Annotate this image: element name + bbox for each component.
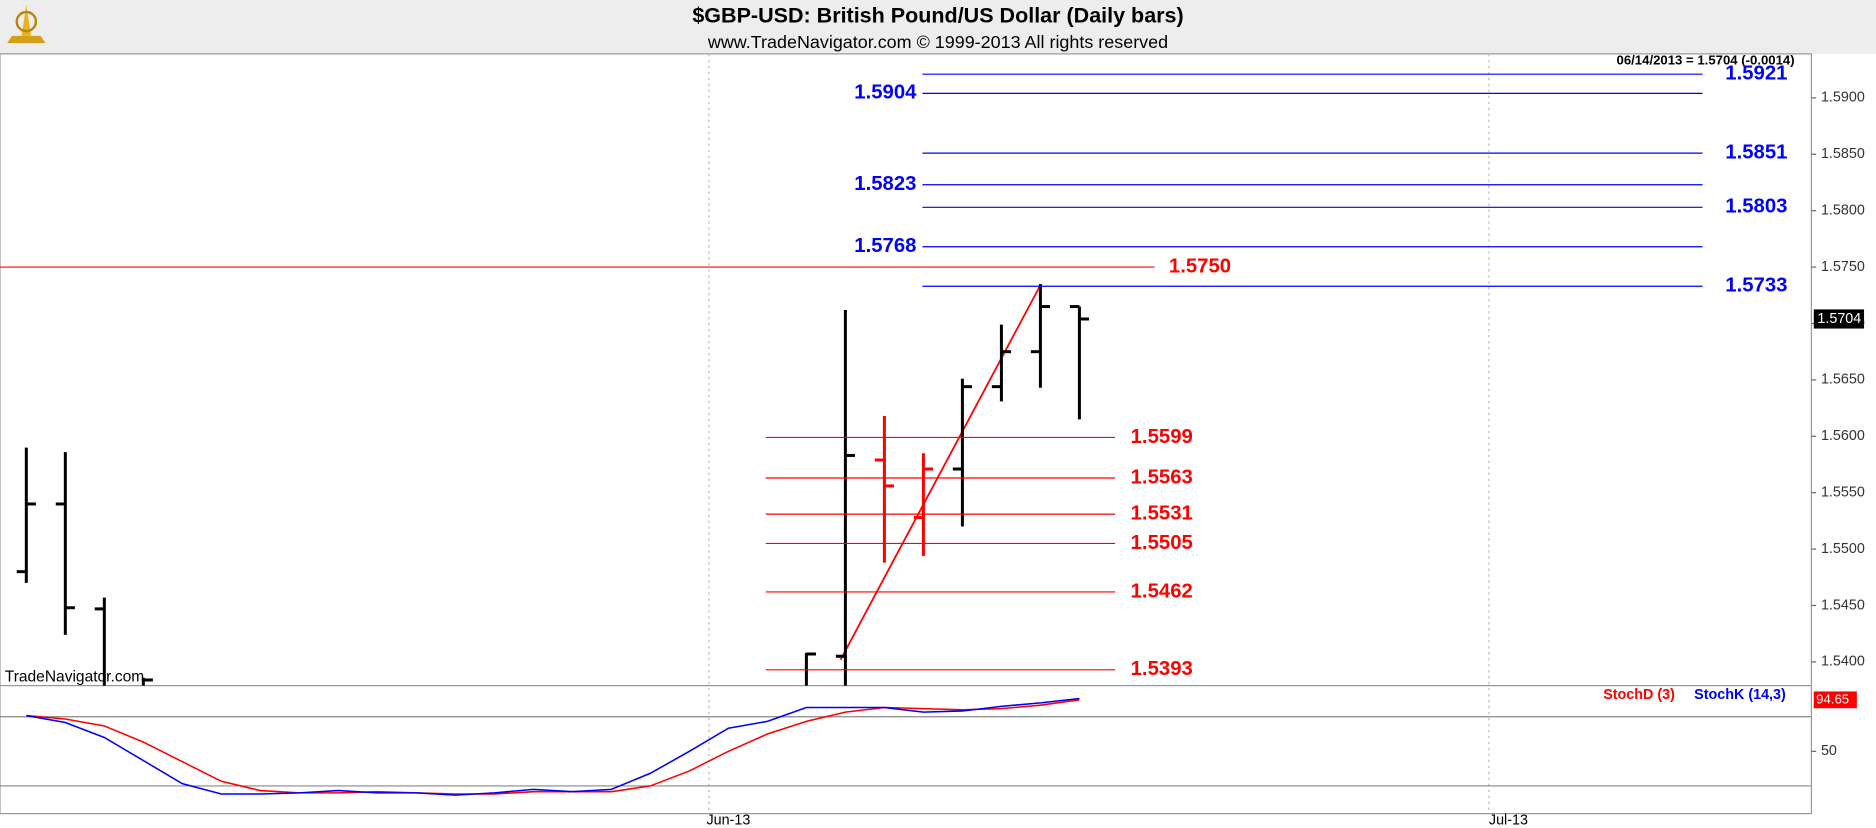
level-label: 1.5733 (1725, 275, 1787, 297)
last-price-label: 1.5704 (1817, 311, 1861, 327)
level-label: 1.5599 (1131, 426, 1193, 448)
chart-title: $GBP-USD: British Pound/US Dollar (Daily… (692, 3, 1183, 27)
level-label: 1.5823 (854, 173, 916, 195)
legend-entry: StochD (3) (1603, 687, 1675, 703)
price-pane (16, 283, 1089, 686)
y-tick-label: 50 (1821, 743, 1837, 759)
indicator-line (26, 699, 1080, 795)
last-value-box (1813, 691, 1857, 709)
y-tick-label: 1.5400 (1821, 654, 1865, 670)
y-tick-label: 1.5750 (1821, 259, 1865, 275)
level-label: 1.5904 (854, 82, 917, 104)
level-label: 1.5803 (1725, 196, 1787, 218)
y-tick-label: 1.5500 (1821, 541, 1865, 557)
level-label: 1.5505 (1131, 532, 1193, 554)
level-label: 1.5393 (1131, 658, 1193, 680)
y-tick-label: 1.5450 (1821, 597, 1865, 613)
last-price-box (1813, 309, 1865, 329)
y-tick-label: 1.5650 (1821, 372, 1865, 388)
header-band (0, 0, 1876, 54)
watermark: TradeNavigator.com (5, 668, 144, 685)
legend-entry: StochK (14,3) (1694, 687, 1786, 703)
y-tick-label: 1.5800 (1821, 202, 1865, 218)
level-label: 1.5921 (1725, 63, 1787, 85)
y-tick-label: 1.5600 (1821, 428, 1865, 444)
level-label: 1.5462 (1131, 580, 1193, 602)
last-value-label: 94.65 (1816, 691, 1849, 706)
logo (7, 4, 46, 44)
indicator-line (26, 697, 1080, 796)
plot-frame (0, 53, 1812, 815)
x-tick-label: Jun-13 (706, 813, 750, 828)
level-label: 1.5768 (854, 235, 916, 257)
chart-subtitle: www.TradeNavigator.com © 1999-2013 All r… (707, 32, 1168, 52)
y-tick-label: 1.5900 (1821, 90, 1865, 106)
y-tick-label: 1.5850 (1821, 146, 1865, 162)
trendline (839, 284, 1042, 661)
y-tick-label: 1.5550 (1821, 484, 1865, 500)
quote: 06/14/2013 = 1.5704 (-0.0014) (1617, 53, 1795, 68)
level-label: 1.5531 (1131, 502, 1193, 524)
level-label: 1.5563 (1131, 466, 1193, 488)
level-label: 1.5851 (1725, 142, 1787, 164)
level-label: 1.5750 (1169, 255, 1231, 277)
x-tick-label: Jul-13 (1489, 813, 1528, 828)
